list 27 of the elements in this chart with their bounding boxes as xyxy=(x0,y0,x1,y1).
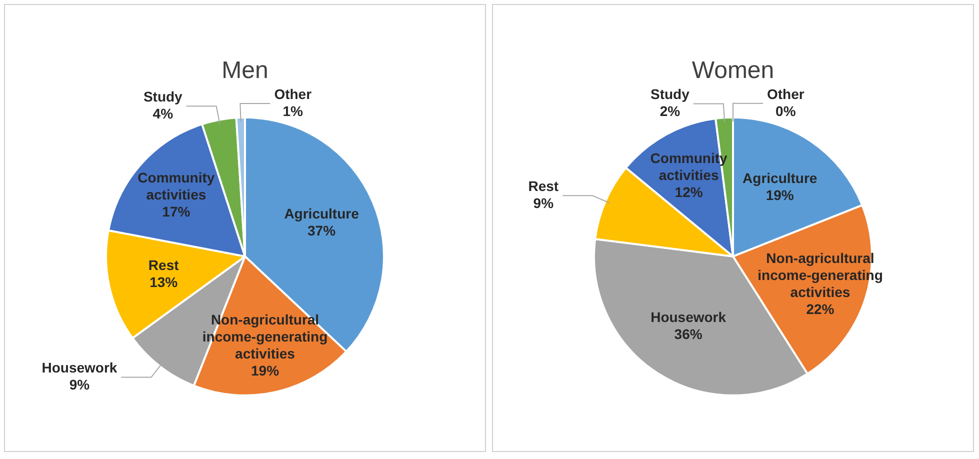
data-label: 17% xyxy=(162,204,191,220)
data-label: 2% xyxy=(660,103,681,120)
slice-label: Study xyxy=(143,88,183,104)
data-label: 19% xyxy=(250,362,280,378)
slice-label: Study xyxy=(650,86,690,102)
data-label: 13% xyxy=(150,274,178,290)
category-label: Other xyxy=(766,86,804,102)
data-label: 1% xyxy=(282,102,304,119)
slice-label: Community activities xyxy=(138,170,215,203)
chart-title: Men xyxy=(222,57,268,84)
slice-label: Rest xyxy=(528,178,559,194)
data-label: 9% xyxy=(69,376,90,393)
slice-label: Other xyxy=(274,86,312,102)
slice-label: Agriculture xyxy=(742,170,818,186)
data-label: 36% xyxy=(674,326,703,342)
text: 0% xyxy=(776,102,796,119)
slice-label: Housework xyxy=(650,309,726,326)
slice-label: Housework xyxy=(42,360,118,376)
data-label: 9% xyxy=(533,194,554,211)
slice-label: Agriculture xyxy=(284,206,360,222)
data-label: 19% xyxy=(766,186,794,203)
data-label: 4% xyxy=(152,105,174,122)
data-label: 12% xyxy=(674,184,704,200)
data-label: 37% xyxy=(308,222,336,239)
slice-label: Rest xyxy=(148,256,180,273)
data-label: 22% xyxy=(806,301,835,318)
chart-title: Women xyxy=(692,57,774,84)
